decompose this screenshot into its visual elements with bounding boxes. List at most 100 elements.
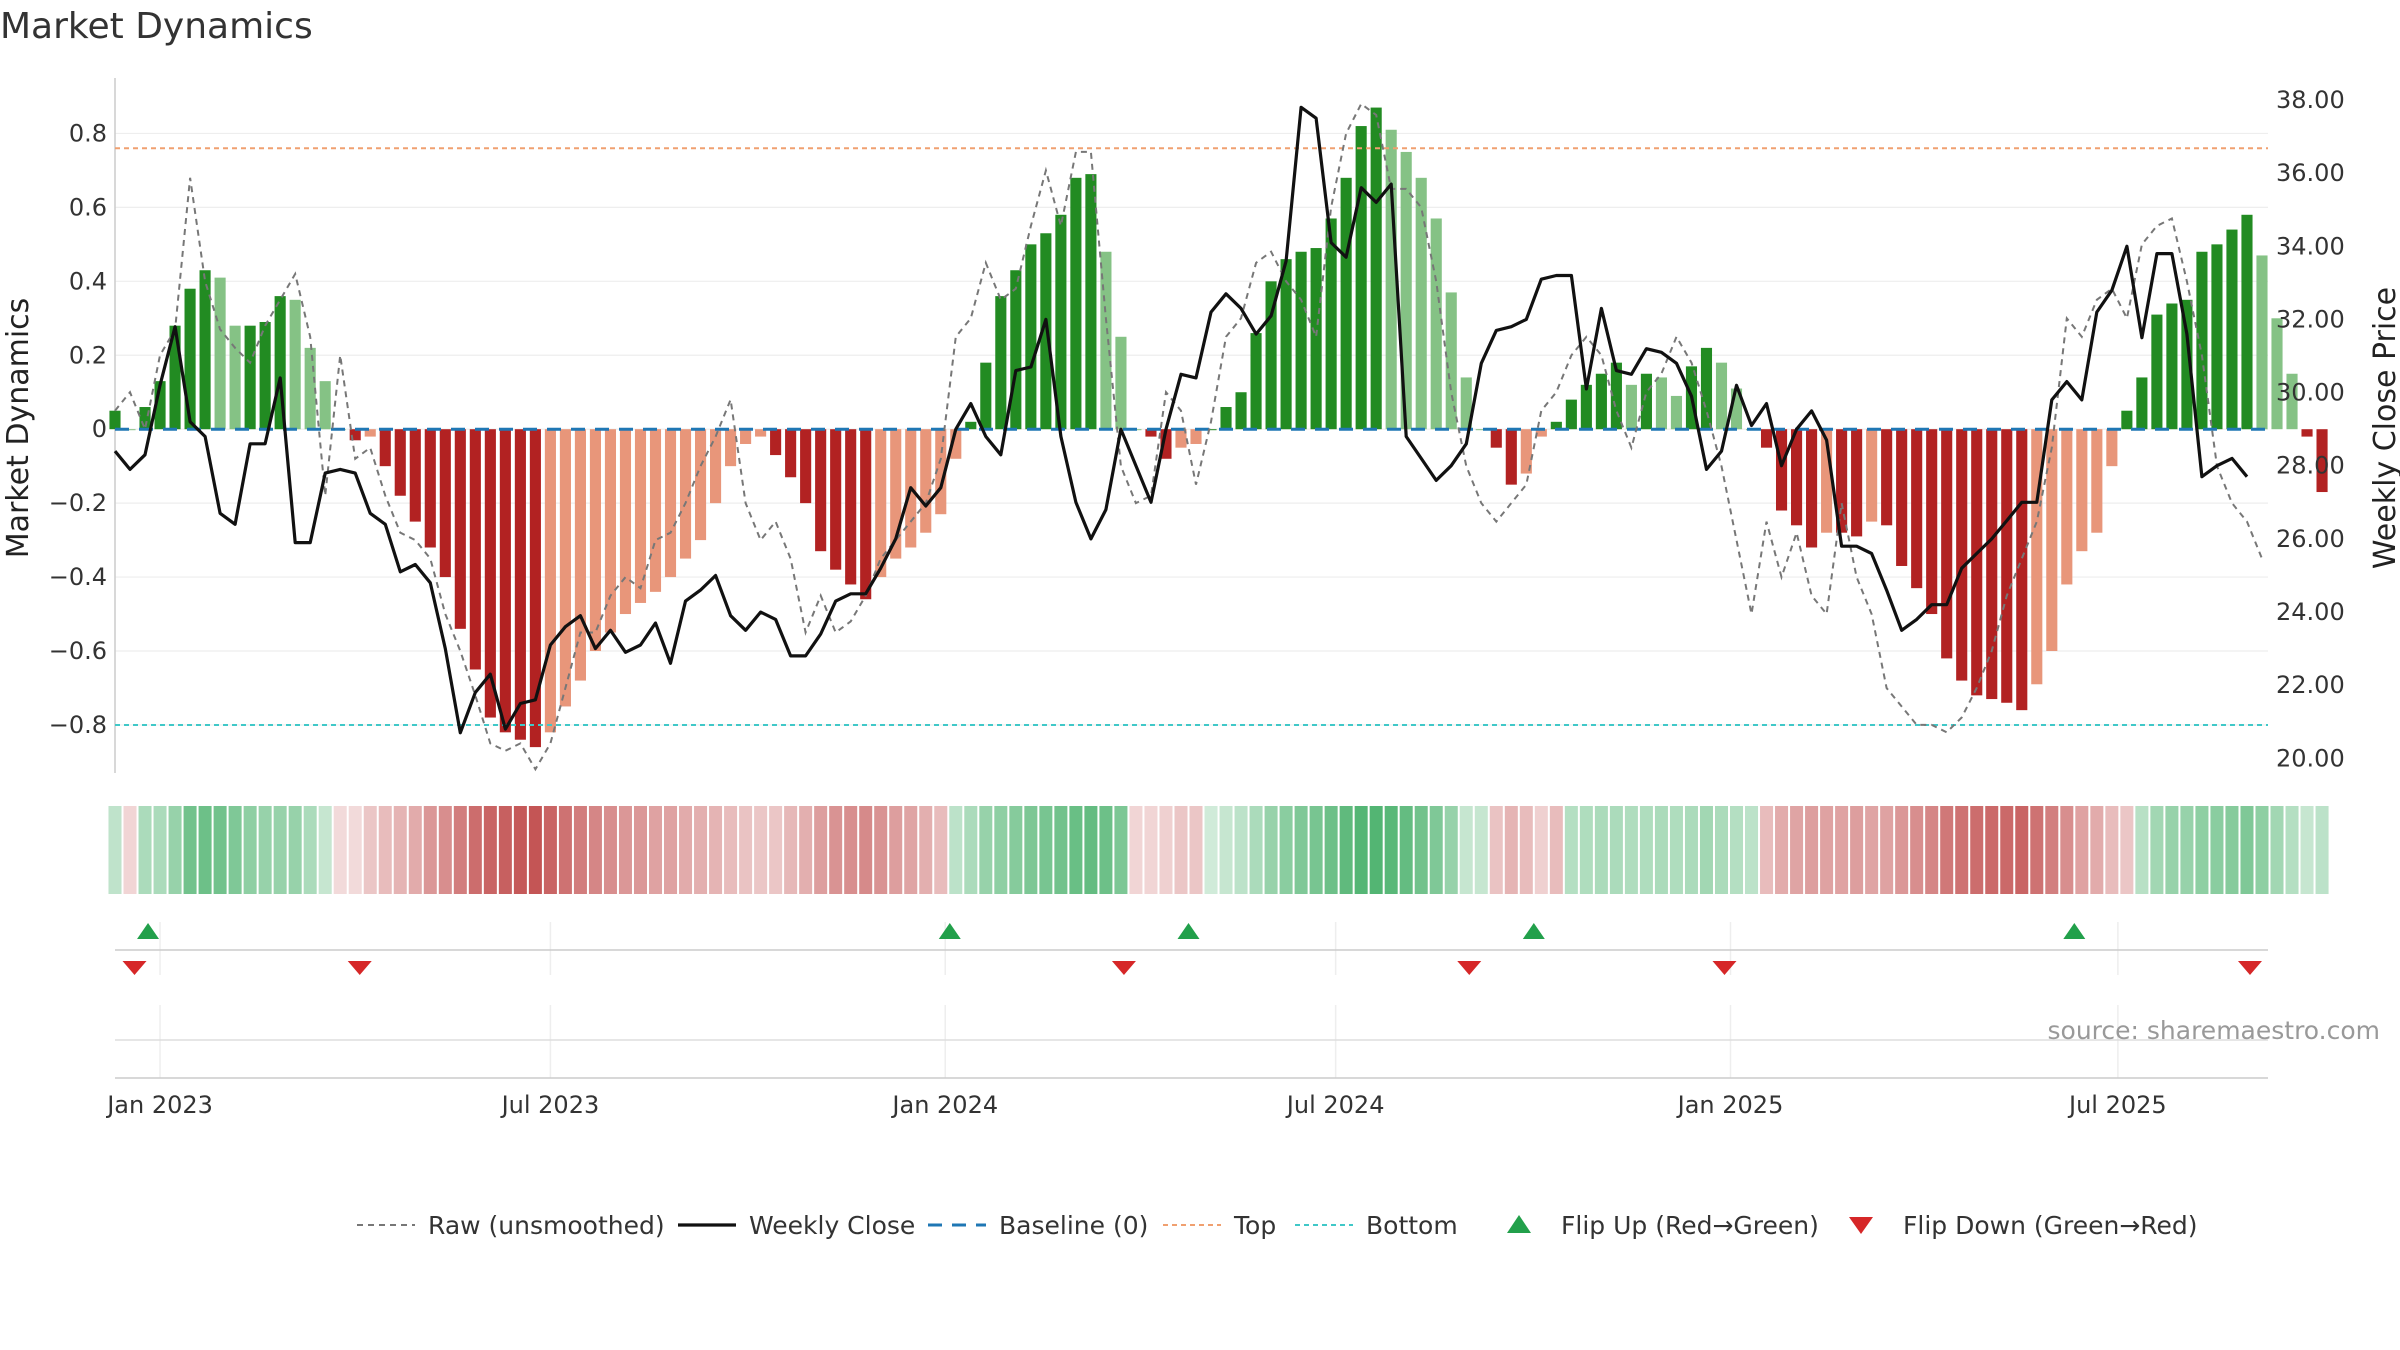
dynamics-bar bbox=[499, 429, 511, 733]
dynamics-bar bbox=[1730, 388, 1743, 430]
regime-cell bbox=[1429, 806, 1443, 894]
flip-down-marker bbox=[1457, 961, 1482, 975]
regime-cell bbox=[468, 806, 482, 894]
regime-cell bbox=[2300, 806, 2314, 894]
source-watermark: source: sharemaestro.com bbox=[2048, 1016, 2381, 1045]
chart-title: Market Dynamics bbox=[0, 6, 313, 47]
dynamics-bar bbox=[349, 429, 361, 441]
regime-cell bbox=[558, 806, 572, 894]
regime-cell bbox=[1399, 806, 1413, 894]
dynamics-bar bbox=[409, 429, 421, 522]
dynamics-bar bbox=[1926, 429, 1938, 615]
regime-cell bbox=[1805, 806, 1819, 894]
dynamics-bar bbox=[1625, 384, 1637, 430]
regime-cell bbox=[934, 806, 948, 894]
regime-cell bbox=[423, 806, 437, 894]
regime-cell bbox=[1940, 806, 1954, 894]
right-y-tick-label: 26.00 bbox=[2276, 525, 2345, 553]
dynamics-bar bbox=[604, 429, 617, 633]
regime-cell bbox=[1354, 806, 1368, 894]
main-panel: 0.8 0.6 0.4 0.2 0 −0.2 −0.4 −0.6 −0.8 38.00 36.00… bbox=[1, 78, 2400, 1078]
regime-cell bbox=[1144, 806, 1158, 894]
raw-unsmoothed-line bbox=[114, 102, 2263, 772]
regime-cell bbox=[904, 806, 918, 894]
regime-cell bbox=[2105, 806, 2119, 894]
regime-cell bbox=[1654, 806, 1668, 894]
dynamics-bar bbox=[935, 429, 947, 515]
right-y-tick-label: 30.00 bbox=[2276, 379, 2345, 407]
legend-flip-down-swatch bbox=[1849, 1217, 1873, 1234]
dynamics-bar bbox=[755, 429, 767, 437]
flip-up-marker bbox=[1177, 923, 1200, 939]
regime-cell bbox=[393, 806, 407, 894]
dynamics-bar bbox=[1821, 429, 1833, 533]
regime-cell bbox=[603, 806, 617, 894]
dynamics-bar bbox=[619, 429, 632, 615]
dynamics-bar bbox=[1460, 377, 1472, 430]
dynamics-bar bbox=[1760, 429, 1773, 448]
regime-cell bbox=[1204, 806, 1218, 894]
regime-cell bbox=[543, 806, 557, 894]
vertical-gridlines bbox=[159, 922, 2119, 1078]
legend-label: Bottom bbox=[1366, 1211, 1458, 1240]
dynamics-bar bbox=[1190, 429, 1202, 444]
dynamics-bar bbox=[1235, 392, 1247, 430]
dynamics-bar bbox=[589, 429, 602, 652]
regime-cell bbox=[1970, 806, 1984, 894]
dynamics-bar bbox=[1775, 429, 1788, 511]
dynamics-bar bbox=[710, 429, 722, 504]
regime-cell bbox=[1309, 806, 1323, 894]
flip-up-marker bbox=[1522, 923, 1545, 939]
dynamics-bar bbox=[1670, 395, 1683, 430]
left-y-tick-label: −0.8 bbox=[49, 711, 107, 739]
regime-cell bbox=[1369, 806, 1383, 894]
dynamics-bar bbox=[1866, 429, 1878, 522]
dynamics-bar bbox=[1220, 407, 1232, 430]
dynamics-bar bbox=[1370, 107, 1382, 430]
dynamics-bar bbox=[1205, 429, 1217, 431]
dynamics-bar bbox=[1325, 218, 1337, 430]
right-y-tick-label: 38.00 bbox=[2276, 86, 2345, 114]
regime-cell bbox=[1114, 806, 1128, 894]
dynamics-bar bbox=[845, 429, 857, 585]
dynamics-bar bbox=[1911, 429, 1923, 589]
regime-strip bbox=[108, 806, 2329, 894]
dynamics-bar bbox=[725, 429, 737, 467]
regime-cell bbox=[438, 806, 452, 894]
regime-cell bbox=[1069, 806, 1083, 894]
regime-cell bbox=[1099, 806, 1113, 894]
x-tick-label: Jul 2024 bbox=[1285, 1091, 1385, 1119]
dynamics-bar bbox=[1595, 373, 1607, 430]
dynamics-bar bbox=[2181, 299, 2193, 430]
dynamics-bar bbox=[1310, 248, 1322, 430]
regime-cell bbox=[1279, 806, 1293, 894]
regime-cell bbox=[1009, 806, 1023, 894]
regime-cell bbox=[1039, 806, 1053, 894]
regime-cell bbox=[1504, 806, 1518, 894]
regime-cell bbox=[2060, 806, 2074, 894]
regime-cell bbox=[1955, 806, 1969, 894]
flip-up-marker bbox=[938, 923, 961, 939]
dynamics-bar bbox=[2241, 214, 2253, 430]
left-y-axis-label: Market Dynamics bbox=[1, 298, 36, 559]
right-y-tick-label: 24.00 bbox=[2276, 598, 2345, 626]
regime-cell bbox=[1549, 806, 1563, 894]
dynamics-bar bbox=[1535, 429, 1547, 437]
flip-down-marker bbox=[1712, 961, 1737, 975]
dynamics-bar bbox=[1881, 429, 1893, 526]
dynamics-bar bbox=[1400, 151, 1412, 430]
dynamics-bar bbox=[965, 421, 977, 430]
dynamics-bar bbox=[469, 429, 481, 670]
regime-cell bbox=[1324, 806, 1338, 894]
dynamics-bar bbox=[1851, 429, 1863, 537]
dynamics-bar bbox=[154, 381, 166, 430]
regime-cell bbox=[1775, 806, 1789, 894]
left-y-tick-label: 0.6 bbox=[69, 193, 107, 221]
regime-cell bbox=[483, 806, 497, 894]
regime-cell bbox=[1910, 806, 1924, 894]
dynamics-bar bbox=[2226, 229, 2238, 430]
flip-down-marker bbox=[1111, 961, 1136, 975]
dynamics-bar bbox=[139, 407, 151, 430]
regime-cell bbox=[258, 806, 272, 894]
regime-cell bbox=[2090, 806, 2104, 894]
